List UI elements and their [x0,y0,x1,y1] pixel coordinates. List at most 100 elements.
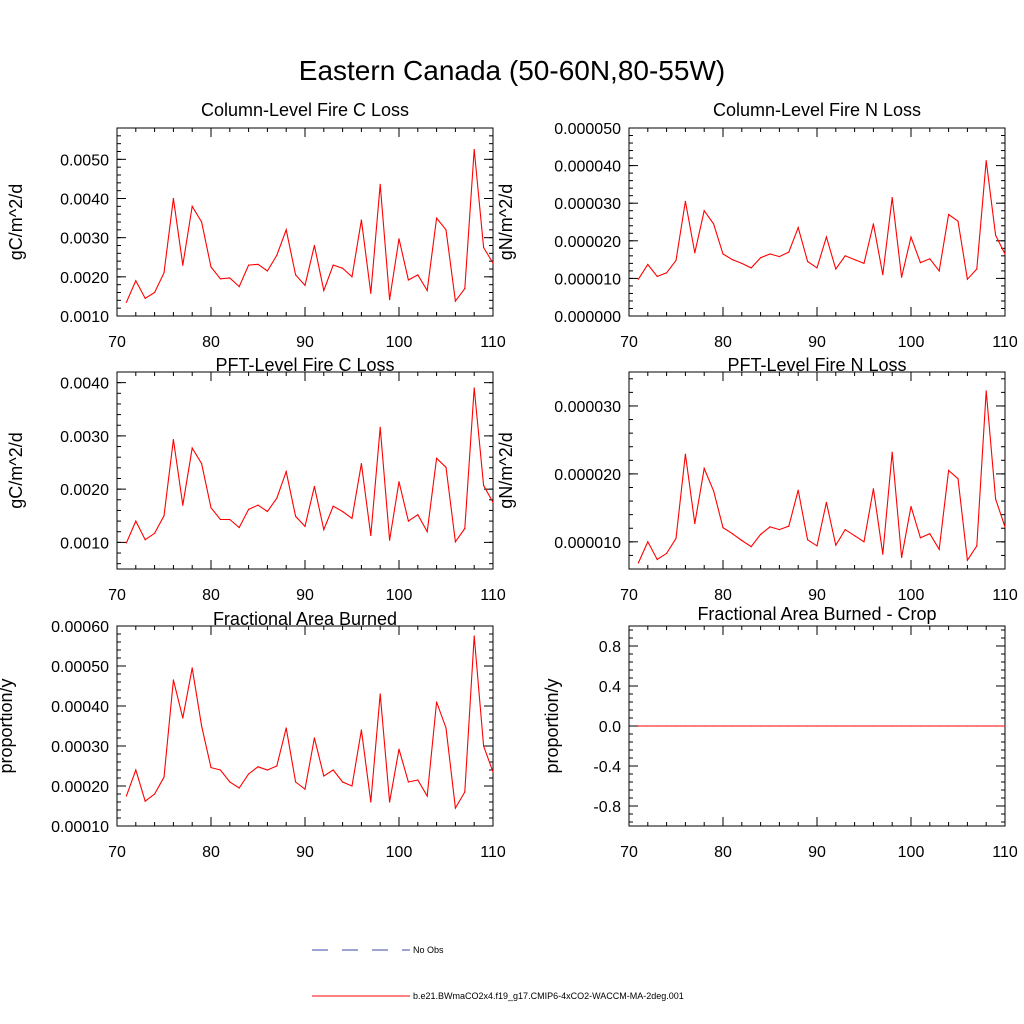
data-point [948,469,950,472]
data-point [125,301,127,303]
data-point [731,533,734,535]
data-point [816,267,818,269]
data-point [938,548,940,550]
data-point [741,262,743,264]
y-tick-label: 0.0020 [60,482,109,499]
y-tick-label: 0.0030 [60,231,109,248]
data-point [360,219,362,221]
data-point [825,501,828,503]
y-tick-label: 0.00050 [51,659,109,676]
panel-title: PFT-Level Fire C Loss [215,355,394,375]
data-point [182,717,184,719]
data-point [882,725,884,727]
data-point [750,725,752,727]
data-point [473,635,475,637]
series-points [125,387,494,544]
data-point [370,292,372,294]
y-axis-label: gC/m^2/d [6,184,26,260]
data-point [872,488,875,490]
data-point [407,781,409,783]
data-point [966,278,969,280]
data-point [210,266,212,268]
legend-label-model: b.e21.BWmaCO2x4.f19_g17.CMIP6-4xCO2-WACC… [413,991,684,1001]
y-tick-label: 0.0030 [60,429,109,446]
data-point [201,725,203,727]
series-points [125,148,494,303]
data-point [154,291,156,294]
data-point [910,725,912,727]
data-point [154,793,156,795]
data-point [722,725,724,727]
x-tick-label: 80 [714,587,732,604]
data-point [210,767,212,769]
data-point [985,725,987,727]
data-point [304,788,306,790]
data-point [135,520,137,522]
data-point [760,725,762,727]
data-point [257,263,259,265]
data-point [929,258,931,260]
data-point [351,785,353,787]
data-point [741,725,743,727]
data-point [976,725,978,727]
panel-2: Column-Level Fire N Loss 70 80 90 100 110 0.00… [496,100,1018,351]
data-point [172,197,174,200]
y-tick-label: 0.4 [599,679,621,696]
data-point [684,200,687,202]
x-tick-label: 90 [808,844,826,861]
data-point [948,213,950,216]
x-tick-label: 70 [108,334,126,351]
y-tick-label: 0.0020 [60,270,109,287]
y-axis-label: gN/m^2/d [496,184,516,260]
data-point [172,679,174,681]
x-tick-label: 70 [108,844,126,861]
data-point [313,244,315,247]
data-point [938,270,940,272]
y-tick-label: 0.000020 [554,467,621,484]
data-point [675,725,677,727]
data-point [163,272,165,274]
data-point [219,278,221,280]
data-point [182,264,184,266]
data-point [483,484,485,486]
data-point [882,553,884,555]
data-point [816,725,818,727]
data-point [854,259,856,261]
data-point [172,439,174,441]
y-tick-label: 0.0010 [60,309,109,326]
data-point [464,288,466,290]
data-point [684,725,687,727]
data-point [144,297,146,299]
data-point [436,457,438,459]
data-point [163,776,165,778]
data-point [797,489,799,491]
data-point [492,501,494,503]
data-point [191,447,193,449]
data-point [125,542,127,544]
data-point [901,725,903,727]
data-point [285,727,287,729]
data-point [656,558,658,561]
data-point [948,725,950,727]
data-point [985,160,987,162]
data-point [741,539,743,542]
data-point [417,514,419,516]
data-point [788,525,790,527]
data-point [285,471,287,473]
panel-3: PFT-Level Fire C Loss 70 80 90 100 110 0.0010 0… [6,355,506,604]
data-point [257,766,259,768]
data-point [957,725,959,727]
data-point [788,725,790,727]
data-point [825,236,828,238]
data-point [694,725,696,727]
data-point [666,272,668,274]
data-point [656,725,658,727]
x-tick-label: 90 [296,587,314,604]
data-point [966,559,969,561]
data-point [417,274,419,276]
data-point [722,527,724,529]
data-point [219,769,221,771]
data-point [778,256,781,258]
data-point [266,769,268,771]
